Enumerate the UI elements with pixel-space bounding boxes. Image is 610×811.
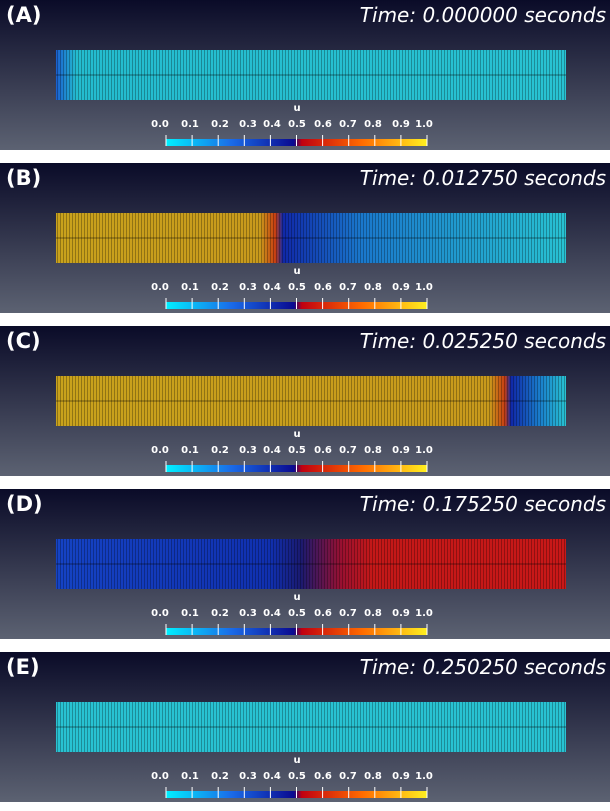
colorbar-tick-label: 0.7 [339,119,357,130]
render-panel: (A) Time: 0.000000 seconds u 0.0 0.1 0.2 0.3 0.… [0,0,610,150]
panel-label: (A) [6,3,41,27]
colorbar-tick-label: 0.4 [263,282,281,293]
render-panel: (D) Time: 0.175250 seconds u 0.0 0.1 0.2 0.3 0.… [0,489,610,639]
colorbar-tick-label: 0.6 [314,119,332,130]
render-panel: (C) Time: 0.025250 seconds u 0.0 0.1 0.2 0.3 0.… [0,326,610,476]
colorbar-title: u [293,592,300,603]
colorbar-title: u [293,429,300,440]
colorbar-tick-label: 0.7 [339,445,357,456]
colorbar-tick-label: 0.6 [314,282,332,293]
colorbar-tick-label: 0.9 [392,771,410,782]
mesh-lines [56,539,566,589]
colorbar-tick-label: 0.1 [181,608,199,619]
panel-label: (D) [6,492,43,516]
time-label: Time: 0.025250 seconds [360,329,606,353]
colorbar-tick-label: 0.1 [181,119,199,130]
colorbar-tick-label: 0.3 [239,119,257,130]
panel-label: (E) [6,655,40,679]
colorbar-tick-label: 0.2 [211,445,229,456]
colorbar-tick-label: 0.9 [392,608,410,619]
mesh-lines [56,376,566,426]
colorbar-tick-label: 0.6 [314,608,332,619]
colorbar-tick-label: 1.0 [415,119,433,130]
colorbar-tick-label: 0.5 [288,771,306,782]
colorbar-tick-label: 0.7 [339,282,357,293]
colorbar-tick-label: 0.9 [392,119,410,130]
colorbar-tick-label: 0.2 [211,771,229,782]
colorbar-tick-label: 0.8 [364,282,382,293]
time-label: Time: 0.175250 seconds [360,492,606,516]
colorbar-tick-label: 0.0 [151,445,169,456]
colorbar-tick-label: 0.3 [239,608,257,619]
colorbar-tick-label: 0.9 [392,282,410,293]
colorbar-tick-label: 1.0 [415,282,433,293]
colorbar-tick-label: 0.8 [364,445,382,456]
colorbar-tick-label: 0.3 [239,445,257,456]
colorbar-tick-label: 0.7 [339,771,357,782]
colorbar-tick-label: 1.0 [415,445,433,456]
colorbar-title: u [293,266,300,277]
colorbar-tick-label: 0.4 [263,608,281,619]
colorbar-tick-label: 0.2 [211,608,229,619]
colorbar-tick-label: 0.1 [181,282,199,293]
time-label: Time: 0.000000 seconds [360,3,606,27]
colorbar-tick-label: 1.0 [415,608,433,619]
time-label: Time: 0.012750 seconds [360,166,606,190]
colorbar-tick-label: 0.7 [339,608,357,619]
colorbar-tick-label: 0.1 [181,771,199,782]
colorbar-tick-label: 0.2 [211,282,229,293]
colorbar-tick-label: 0.5 [288,119,306,130]
panel-label: (B) [6,166,41,190]
colorbar-tick-label: 0.6 [314,771,332,782]
colorbar-title: u [293,103,300,114]
colorbar-tick-label: 0.9 [392,445,410,456]
colorbar-tick-label: 0.5 [288,282,306,293]
mesh-lines [56,50,566,100]
render-panel: (E) Time: 0.250250 seconds u 0.0 0.1 0.2 0.3 0.… [0,652,610,802]
panel-label: (C) [6,329,41,353]
colorbar-tick-label: 0.8 [364,608,382,619]
colorbar-tick-label: 0.0 [151,282,169,293]
colorbar-tick-label: 0.3 [239,282,257,293]
colorbar-tick-label: 0.8 [364,119,382,130]
colorbar-tick-label: 1.0 [415,771,433,782]
colorbar-tick-label: 0.5 [288,445,306,456]
colorbar-tick-label: 0.6 [314,445,332,456]
colorbar-tick-label: 0.2 [211,119,229,130]
colorbar-tick-label: 0.1 [181,445,199,456]
colorbar-title: u [293,755,300,766]
colorbar-tick-label: 0.3 [239,771,257,782]
colorbar-tick-label: 0.4 [263,771,281,782]
colorbar-tick-label: 0.4 [263,445,281,456]
colorbar-tick-label: 0.8 [364,771,382,782]
time-label: Time: 0.250250 seconds [360,655,606,679]
mesh-lines [56,702,566,752]
colorbar-tick-label: 0.4 [263,119,281,130]
colorbar-tick-label: 0.0 [151,771,169,782]
colorbar-tick-label: 0.0 [151,608,169,619]
colorbar-tick-label: 0.0 [151,119,169,130]
render-panel: (B) Time: 0.012750 seconds u 0.0 0.1 0.2 0.3 0.… [0,163,610,313]
colorbar-tick-label: 0.5 [288,608,306,619]
mesh-lines [56,213,566,263]
